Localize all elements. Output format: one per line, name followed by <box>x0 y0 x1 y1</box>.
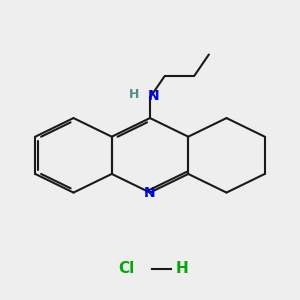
Text: H: H <box>175 261 188 276</box>
Text: N: N <box>148 89 159 103</box>
Text: H: H <box>129 88 139 101</box>
Text: N: N <box>144 186 156 200</box>
Text: Cl: Cl <box>119 261 135 276</box>
